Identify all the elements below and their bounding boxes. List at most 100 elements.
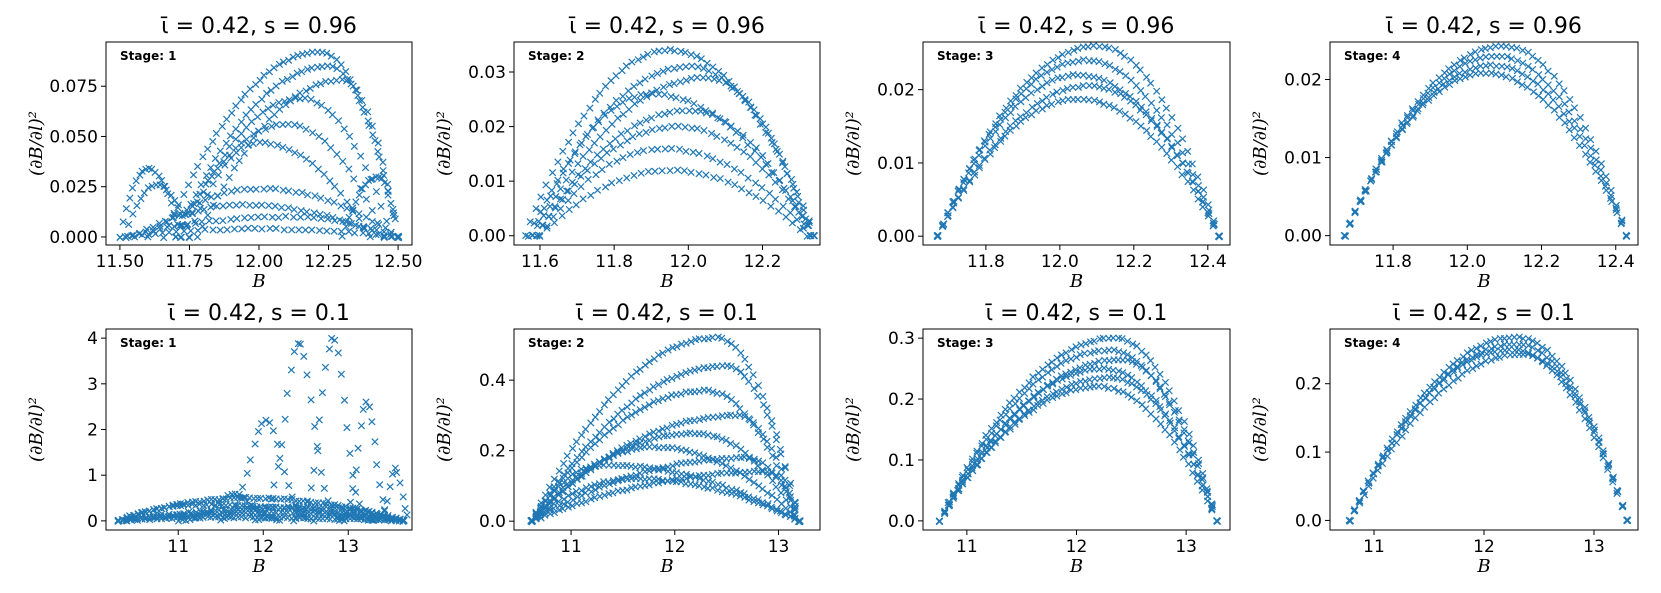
data-point <box>613 157 621 165</box>
data-point <box>1038 373 1047 381</box>
data-point <box>1561 100 1569 108</box>
data-point <box>1122 72 1130 80</box>
data-point <box>259 108 267 116</box>
data-point <box>791 506 799 514</box>
data-point <box>703 152 711 160</box>
data-point <box>1440 385 1448 393</box>
data-point <box>1111 65 1119 73</box>
data-point <box>324 215 332 223</box>
scatter-markers <box>1345 333 1632 525</box>
data-point <box>252 100 260 109</box>
data-point <box>663 477 672 485</box>
data-point <box>1089 41 1098 50</box>
data-point <box>213 202 221 210</box>
data-point <box>659 67 667 76</box>
data-point <box>279 58 288 66</box>
data-point <box>1178 159 1187 167</box>
data-point <box>303 65 312 73</box>
data-point <box>603 149 611 157</box>
data-point <box>140 189 148 197</box>
data-point <box>654 381 663 389</box>
data-point <box>1486 44 1494 52</box>
data-point <box>1213 517 1221 525</box>
data-point <box>1571 392 1579 401</box>
data-point <box>805 221 813 230</box>
data-point <box>693 52 701 60</box>
data-point <box>627 411 636 419</box>
data-point <box>1151 363 1159 371</box>
data-point <box>325 345 334 353</box>
data-point <box>362 195 370 203</box>
scatter-markers <box>1340 42 1631 240</box>
data-point <box>664 393 672 402</box>
data-point <box>1587 144 1595 152</box>
data-point <box>1047 100 1056 108</box>
data-point <box>687 168 695 177</box>
data-point <box>530 219 538 227</box>
data-point <box>739 92 747 100</box>
data-point <box>323 49 331 57</box>
data-point <box>670 47 679 55</box>
data-point <box>1070 46 1078 55</box>
data-point <box>1398 432 1406 440</box>
data-point <box>1538 343 1547 351</box>
data-point <box>572 438 581 446</box>
data-point <box>313 442 321 451</box>
data-point <box>1214 232 1223 240</box>
data-point <box>654 351 663 359</box>
data-point <box>387 199 395 207</box>
data-point <box>596 89 604 97</box>
data-point <box>250 130 258 138</box>
x-tick-label: 12 <box>252 537 274 557</box>
data-point <box>321 137 329 145</box>
data-point <box>1058 375 1066 383</box>
data-point <box>1378 158 1386 166</box>
data-point <box>240 149 248 158</box>
data-point <box>296 340 304 348</box>
data-point <box>771 195 780 203</box>
data-point <box>613 102 621 111</box>
data-point <box>226 132 235 140</box>
data-point <box>658 167 666 175</box>
data-point <box>125 220 133 229</box>
data-point <box>1498 52 1506 61</box>
data-point <box>664 346 672 354</box>
data-point <box>1519 334 1527 343</box>
data-point <box>1524 350 1532 358</box>
data-point <box>625 94 633 103</box>
data-point <box>648 72 656 80</box>
data-point <box>1461 59 1469 68</box>
stage-annotation: Stage: 1 <box>120 336 177 350</box>
data-point <box>284 204 293 212</box>
data-point <box>768 422 776 430</box>
data-point <box>1119 349 1128 357</box>
data-point <box>645 401 653 409</box>
data-point <box>793 188 801 196</box>
data-point <box>1133 397 1141 405</box>
data-point <box>667 144 676 153</box>
data-point <box>1472 362 1481 370</box>
data-point <box>704 454 712 462</box>
data-point <box>1553 367 1561 375</box>
data-point <box>642 128 650 136</box>
data-point <box>699 430 708 438</box>
data-point <box>1487 69 1496 77</box>
data-point <box>680 167 689 175</box>
data-point <box>225 173 233 182</box>
data-point <box>375 220 383 229</box>
data-point <box>1156 383 1164 391</box>
data-point <box>1067 355 1075 363</box>
data-point <box>383 217 391 225</box>
data-point <box>763 443 771 452</box>
data-point <box>362 398 370 406</box>
data-point <box>262 416 270 424</box>
data-point <box>711 70 720 79</box>
subplot-r2-c3: 11 12 130.00.10.20.3ῑ = 0.42, s = 0.1Stage… <box>843 301 1231 577</box>
data-point <box>178 222 186 230</box>
data-point <box>685 107 694 115</box>
data-point <box>634 56 642 64</box>
data-point <box>1043 396 1051 404</box>
data-point <box>745 98 753 106</box>
data-point <box>672 94 680 102</box>
x-axis-label: B <box>1476 556 1490 577</box>
